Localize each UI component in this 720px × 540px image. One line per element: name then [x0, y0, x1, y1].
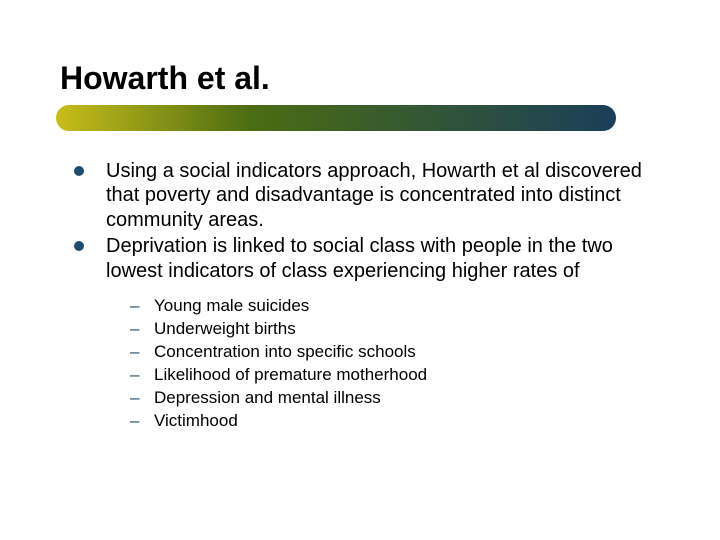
sub-bullet: Concentration into specific schools: [106, 341, 670, 363]
title-area: Howarth et al.: [60, 60, 670, 131]
title-underline: [56, 105, 616, 131]
main-bullet-list: Using a social indicators approach, Howa…: [64, 159, 670, 283]
sub-bullet: Young male suicides: [106, 295, 670, 317]
slide: Howarth et al. Using a social indicators…: [0, 0, 720, 540]
sub-bullet: Underweight births: [106, 318, 670, 340]
sub-bullet-list: Young male suicides Underweight births C…: [106, 295, 670, 433]
main-bullet: Deprivation is linked to social class wi…: [64, 234, 670, 283]
slide-body: Using a social indicators approach, Howa…: [60, 159, 670, 433]
slide-title: Howarth et al.: [60, 60, 670, 97]
main-bullet: Using a social indicators approach, Howa…: [64, 159, 670, 232]
sub-bullet: Depression and mental illness: [106, 387, 670, 409]
sub-bullet: Victimhood: [106, 410, 670, 432]
sub-bullet: Likelihood of premature motherhood: [106, 364, 670, 386]
